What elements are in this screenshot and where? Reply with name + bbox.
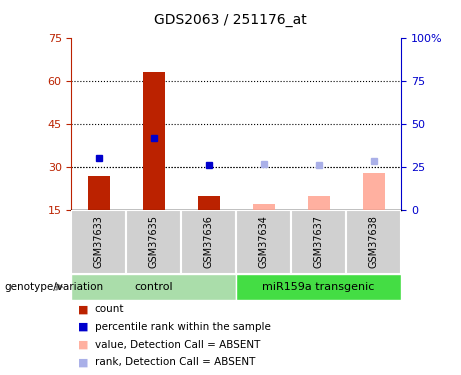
Text: value, Detection Call = ABSENT: value, Detection Call = ABSENT <box>95 340 260 350</box>
Bar <box>143 72 165 210</box>
Text: genotype/variation: genotype/variation <box>5 282 104 292</box>
Bar <box>346 210 401 274</box>
Bar <box>363 172 384 210</box>
Bar <box>236 274 401 300</box>
Bar <box>236 210 291 274</box>
Bar <box>71 210 126 274</box>
Text: GSM37634: GSM37634 <box>259 215 269 268</box>
Bar <box>126 210 181 274</box>
Text: miR159a transgenic: miR159a transgenic <box>262 282 375 292</box>
Text: ■: ■ <box>78 340 89 350</box>
Bar <box>88 176 110 210</box>
Text: GSM37637: GSM37637 <box>313 215 324 268</box>
Text: GSM37636: GSM37636 <box>204 215 214 268</box>
Text: percentile rank within the sample: percentile rank within the sample <box>95 322 271 332</box>
Text: GSM37635: GSM37635 <box>149 215 159 268</box>
Bar <box>291 210 346 274</box>
Text: ■: ■ <box>78 357 89 367</box>
Text: control: control <box>135 282 173 292</box>
Bar <box>198 196 220 210</box>
Text: GDS2063 / 251176_at: GDS2063 / 251176_at <box>154 13 307 27</box>
Bar <box>307 196 330 210</box>
Text: ■: ■ <box>78 322 89 332</box>
Bar <box>181 210 236 274</box>
Bar <box>253 204 275 210</box>
Text: ■: ■ <box>78 304 89 314</box>
Text: count: count <box>95 304 124 314</box>
Text: GSM37638: GSM37638 <box>369 215 378 268</box>
Text: GSM37633: GSM37633 <box>94 215 104 268</box>
Text: rank, Detection Call = ABSENT: rank, Detection Call = ABSENT <box>95 357 255 367</box>
Bar <box>71 274 236 300</box>
